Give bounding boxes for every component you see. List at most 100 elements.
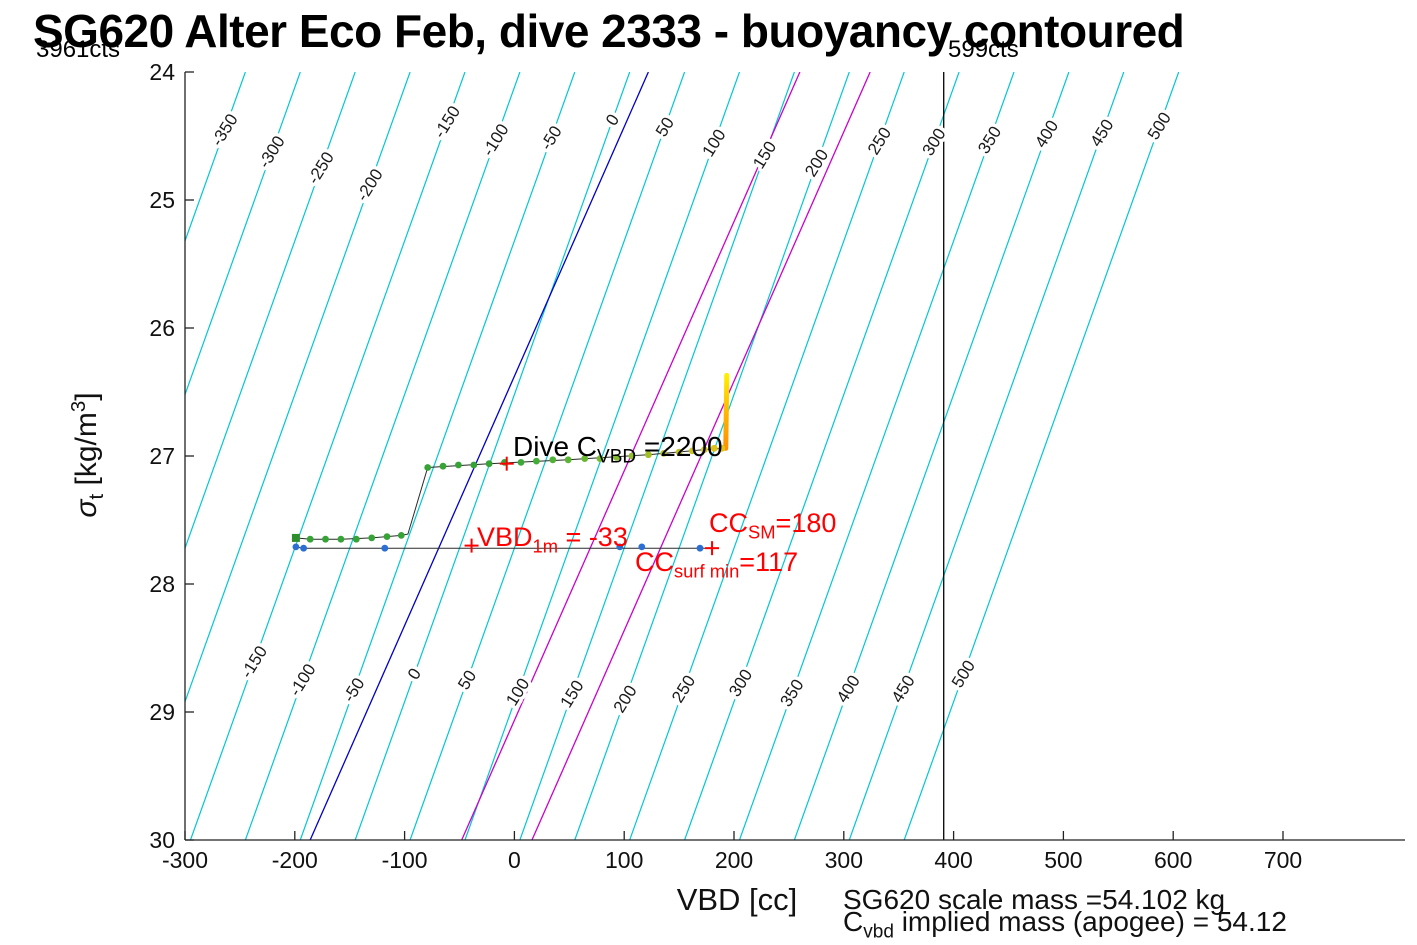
y-tick-label: 27 — [149, 443, 175, 469]
contour-label: -100 — [479, 121, 513, 160]
x-tick-label: 600 — [1154, 847, 1192, 873]
data-point — [300, 544, 307, 552]
data-point — [645, 451, 652, 459]
contour-line — [519, 72, 795, 840]
contour-label: 100 — [699, 126, 730, 160]
contour-line — [684, 72, 960, 840]
contour-line — [738, 72, 1015, 840]
data-point — [337, 535, 345, 543]
plus-markers — [464, 456, 720, 556]
contour-label: -50 — [339, 675, 368, 706]
data-point — [660, 450, 668, 457]
contour-label: -100 — [286, 661, 320, 700]
contour-line — [189, 72, 466, 840]
contour-label: 100 — [502, 675, 533, 709]
data-point — [613, 453, 620, 461]
data-point — [710, 444, 718, 452]
contour-label: -200 — [353, 166, 387, 205]
contour-line — [185, 72, 356, 550]
data-point — [701, 446, 708, 453]
contour-lines — [185, 72, 1180, 840]
cc-surf-min-annotation: CCsurf min=117 — [635, 547, 799, 582]
contour-label: 0 — [404, 665, 425, 683]
dive-trace-line — [295, 447, 726, 540]
data-point — [306, 535, 314, 543]
y-axis-label: σt [kg/m3] — [67, 392, 108, 518]
x-tick-label: 500 — [1044, 847, 1082, 873]
contour-label: 400 — [833, 672, 864, 706]
contour-label: 250 — [668, 672, 699, 706]
contour-label: 200 — [801, 146, 832, 180]
x-tick-label: 100 — [605, 847, 643, 873]
contour-label: 500 — [1144, 109, 1175, 143]
start-marker — [291, 533, 300, 542]
tick-labels: -300 -200 -100 0 100 200 300 400 500 600 700242526… — [149, 59, 1302, 873]
data-point — [381, 544, 389, 552]
x-tick-label: 200 — [715, 847, 753, 873]
contour-label: 300 — [918, 125, 949, 159]
contour-line — [299, 72, 576, 840]
y-tick-label: 26 — [149, 315, 175, 341]
contour-label: -150 — [237, 643, 271, 682]
contour-line — [185, 72, 246, 243]
data-point — [322, 535, 329, 543]
data-point — [549, 456, 557, 464]
x-tick-label: 300 — [825, 847, 863, 873]
contour-label: 450 — [888, 672, 919, 706]
contour-label: 300 — [725, 666, 756, 700]
contour-line — [185, 72, 411, 704]
contour-label: -150 — [430, 103, 464, 142]
contour-label: -50 — [537, 123, 566, 154]
contour-label: 400 — [1031, 117, 1062, 151]
contour-label: 350 — [974, 123, 1005, 157]
contour-line — [409, 72, 686, 840]
data-point — [352, 535, 360, 543]
data-point — [675, 448, 683, 456]
cc-sm-line — [531, 72, 871, 840]
left-counts-label: 3961cts — [36, 36, 121, 63]
cc-sm-annotation: CCSM=180 — [709, 508, 837, 543]
data-point — [616, 543, 624, 551]
data-point — [596, 455, 604, 462]
data-point — [533, 457, 540, 465]
contour-label: -300 — [255, 133, 289, 172]
x-tick-label: -100 — [382, 847, 428, 873]
data-point — [455, 461, 462, 469]
contour-line — [464, 72, 741, 840]
dive-trace — [291, 372, 730, 543]
contour-label: 450 — [1086, 116, 1117, 150]
contour-line — [244, 72, 521, 840]
data-point — [383, 533, 391, 540]
x-tick-label: -200 — [272, 847, 318, 873]
data-point — [696, 544, 704, 552]
y-tick-label: 29 — [149, 699, 175, 725]
neutral-buoyancy-line — [309, 72, 649, 840]
x-tick-label: 400 — [934, 847, 972, 873]
x-tick-label: -300 — [162, 847, 208, 873]
contour-line — [354, 72, 631, 840]
contour-label: 250 — [864, 124, 895, 158]
y-tick-label: 25 — [149, 187, 175, 213]
y-tick-label: 28 — [149, 571, 175, 597]
contour-line — [848, 72, 1125, 840]
data-point — [470, 461, 478, 469]
x-axis-label: VBD [cc] — [676, 882, 798, 917]
contour-line — [185, 72, 301, 397]
x-tick-label: 700 — [1264, 847, 1302, 873]
right-counts-label: 599cts — [948, 36, 1019, 63]
data-point — [581, 455, 589, 462]
vbd-1m-annotation: VBD1m = -33 — [477, 522, 628, 557]
contour-labels: -350 -300 -250 -200 -150 -100 -50 0 50 100 150 200 2… — [204, 99, 1178, 720]
data-point — [688, 447, 696, 455]
contour-label: 150 — [749, 138, 780, 172]
contour-line — [629, 72, 905, 840]
data-point — [628, 452, 636, 460]
contour-line — [903, 72, 1180, 840]
contour-label: -350 — [208, 111, 242, 150]
contour-line — [574, 72, 850, 840]
contour-label: -250 — [304, 149, 338, 188]
data-point — [439, 462, 447, 470]
surface-spike — [723, 372, 730, 451]
